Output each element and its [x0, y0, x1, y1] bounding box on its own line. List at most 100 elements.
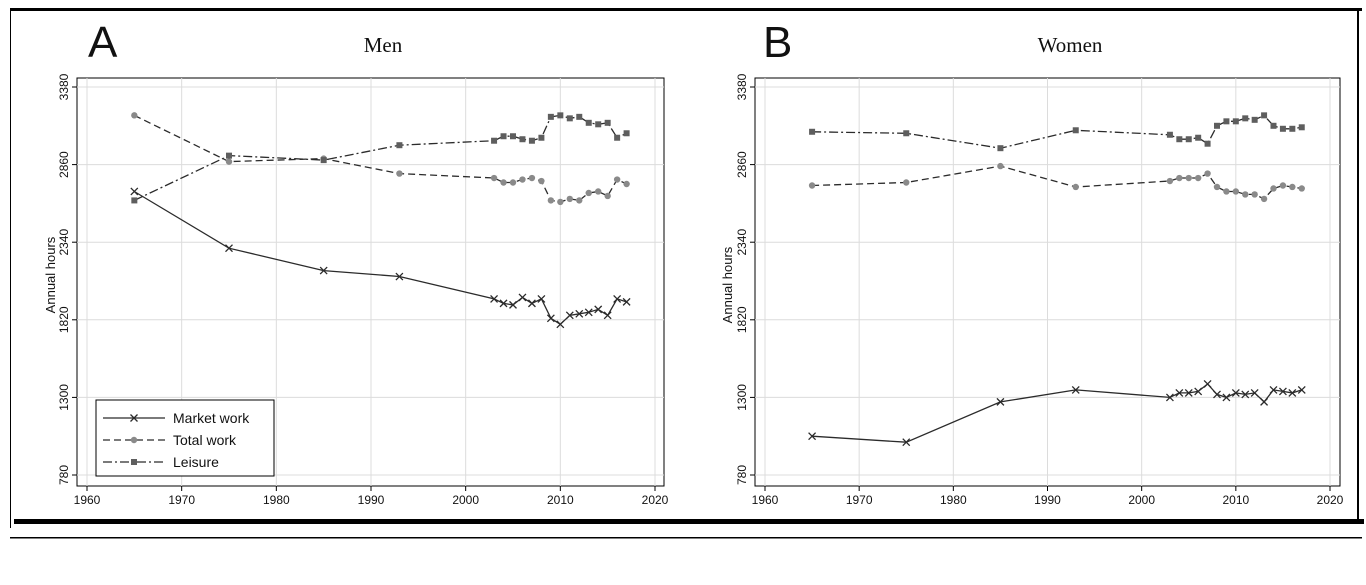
- data-point: [1298, 124, 1305, 131]
- data-point: [538, 134, 545, 141]
- data-point: [997, 162, 1004, 170]
- data-point: [1194, 387, 1203, 396]
- data-point: [1232, 118, 1239, 125]
- data-point: [538, 177, 545, 185]
- y-tick-label: 780: [57, 465, 71, 485]
- data-point: [1213, 183, 1221, 191]
- data-point: [1213, 390, 1221, 399]
- y-tick-label: 3380: [57, 73, 71, 100]
- data-point: [1297, 385, 1306, 394]
- data-point: [585, 119, 592, 126]
- series-leisure: [131, 112, 630, 204]
- data-point: [1223, 118, 1230, 125]
- data-point: [490, 294, 499, 303]
- data-point: [1288, 388, 1297, 397]
- y-tick-label: 2340: [57, 229, 71, 256]
- legend-box: [95, 399, 275, 477]
- series-total-work: [808, 162, 1305, 203]
- x-tick-label: 1990: [1034, 493, 1061, 507]
- data-point: [1203, 380, 1212, 388]
- series-market-work: [808, 380, 1306, 447]
- y-tick-label: 2860: [57, 151, 71, 178]
- data-point: [319, 266, 328, 275]
- y-tick-label: 1820: [57, 306, 71, 333]
- legend-marker: [130, 414, 138, 422]
- x-tick-label: 1960: [752, 493, 779, 507]
- data-point: [1241, 390, 1250, 399]
- data-point: [1279, 125, 1286, 132]
- data-point: [1166, 177, 1174, 185]
- data-point: [1176, 136, 1183, 143]
- data-point: [1242, 191, 1249, 198]
- data-point: [1269, 385, 1278, 394]
- data-point: [1185, 136, 1192, 143]
- data-point: [1176, 174, 1183, 182]
- data-point: [1222, 393, 1231, 402]
- chart-title: Men: [364, 33, 403, 57]
- data-point: [130, 187, 139, 196]
- x-tick-label: 2020: [642, 493, 669, 507]
- y-axis-label: Annual hours: [720, 246, 735, 323]
- data-point: [500, 179, 507, 186]
- data-point: [519, 136, 526, 143]
- data-point: [519, 176, 526, 183]
- data-point: [1232, 188, 1240, 195]
- y-tick-label: 1300: [735, 384, 749, 411]
- data-point: [613, 176, 621, 183]
- data-point: [546, 314, 555, 323]
- legend-label: Market work: [173, 410, 250, 426]
- data-point: [594, 305, 603, 314]
- data-point: [595, 188, 602, 195]
- data-point: [1260, 397, 1269, 406]
- data-point: [557, 112, 564, 119]
- data-point: [225, 158, 233, 165]
- data-point: [1251, 191, 1258, 198]
- data-point: [226, 152, 232, 159]
- data-point: [604, 119, 611, 126]
- data-point: [1289, 183, 1296, 191]
- data-point: [997, 145, 1004, 152]
- data-point: [557, 198, 564, 206]
- figure-left-border: [10, 8, 11, 528]
- data-point: [1242, 115, 1249, 122]
- panel-letter: A: [88, 18, 118, 67]
- legend: Market work Total work Leisure: [95, 399, 275, 477]
- x-tick-label: 1990: [358, 493, 385, 507]
- data-point: [584, 308, 593, 317]
- legend-label: Total work: [173, 432, 237, 448]
- x-tick-label: 2010: [547, 493, 574, 507]
- data-point: [809, 128, 816, 135]
- data-point: [1278, 387, 1287, 396]
- data-point: [320, 157, 327, 164]
- panel-B: 1960 1970 1980 1990 2000 2010 2020 780 1300 1820 2…: [720, 18, 1344, 507]
- data-point: [575, 309, 584, 318]
- data-point: [603, 311, 612, 320]
- x-tick-label: 2020: [1317, 493, 1344, 507]
- data-point: [1194, 174, 1202, 182]
- data-point: [1204, 140, 1211, 147]
- series-market-work: [130, 187, 631, 329]
- data-point: [1214, 122, 1220, 129]
- x-tick-label: 1970: [168, 493, 195, 507]
- data-point: [131, 197, 138, 204]
- x-tick-label: 1980: [940, 493, 967, 507]
- y-tick-label: 2340: [735, 229, 749, 256]
- data-point: [1250, 388, 1259, 397]
- data-point: [623, 130, 630, 137]
- data-point: [510, 133, 516, 140]
- x-tick-label: 2010: [1222, 493, 1249, 507]
- data-point: [1270, 122, 1277, 129]
- data-point: [491, 137, 498, 144]
- data-point: [622, 297, 631, 306]
- legend-marker: [131, 459, 137, 465]
- data-point: [996, 397, 1005, 406]
- data-point: [565, 311, 574, 320]
- x-tick-label: 1970: [846, 493, 873, 507]
- y-tick-label: 2860: [735, 151, 749, 178]
- data-point: [499, 299, 508, 308]
- data-point: [576, 113, 583, 120]
- data-point: [1223, 188, 1230, 195]
- figure-right-border: [1357, 8, 1359, 524]
- data-point: [1165, 393, 1174, 402]
- data-point: [613, 294, 622, 303]
